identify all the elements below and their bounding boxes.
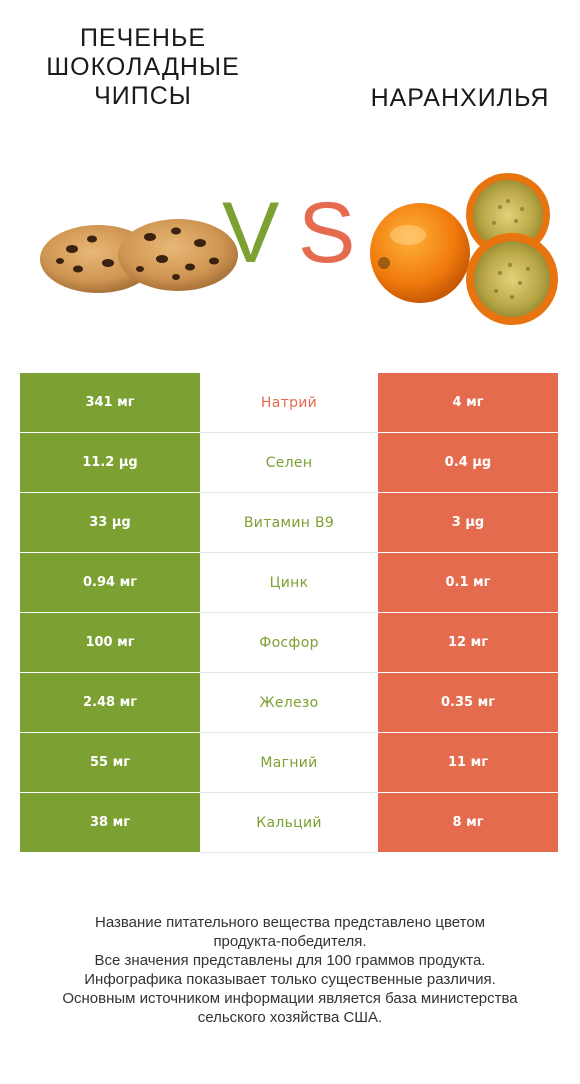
table-row: 11.2 µg Селен 0.4 µg	[20, 432, 558, 493]
nutrient-name-cell: Натрий	[200, 373, 378, 433]
cookie-image	[40, 219, 238, 293]
right-value-cell: 11 мг	[378, 732, 558, 793]
nutrient-name-cell: Кальций	[200, 792, 378, 853]
right-value-cell: 8 мг	[378, 792, 558, 853]
table-row: 55 мг Магний 11 мг	[20, 732, 558, 793]
nutrient-name-cell: Железо	[200, 672, 378, 733]
footer-line: Инфографика показывает только существенн…	[84, 971, 496, 988]
left-value-cell: 11.2 µg	[20, 432, 200, 493]
left-value-cell: 341 мг	[20, 373, 200, 433]
table-row: 341 мг Натрий 4 мг	[20, 373, 558, 433]
nutrient-name-cell: Витамин B9	[200, 492, 378, 553]
right-value-cell: 0.35 мг	[378, 672, 558, 733]
footer-line: сельского хозяйства США.	[197, 1009, 383, 1026]
right-value-cell: 0.1 мг	[378, 552, 558, 613]
right-value-cell: 4 мг	[378, 373, 558, 433]
left-value-cell: 38 мг	[20, 792, 200, 853]
nutrient-name-cell: Магний	[200, 732, 378, 793]
footer-line: Все значения представлены для 100 граммо…	[94, 952, 486, 969]
naranjilla-image	[370, 173, 558, 325]
nutrient-name-cell: Фосфор	[200, 612, 378, 673]
right-value-cell: 0.4 µg	[378, 432, 558, 493]
left-value-cell: 0.94 мг	[20, 552, 200, 613]
footer-line: Основным источником информации является …	[62, 990, 518, 1007]
vs-letter-v: V	[222, 185, 280, 281]
table-row: 33 µg Витамин B9 3 µg	[20, 492, 558, 553]
left-value-cell: 55 мг	[20, 732, 200, 793]
table-row: 2.48 мг Железо 0.35 мг	[20, 672, 558, 733]
table-row: 100 мг Фосфор 12 мг	[20, 612, 558, 673]
hero-illustration	[40, 173, 558, 325]
footer-line: Название питательного вещества представл…	[94, 914, 486, 931]
left-value-cell: 100 мг	[20, 612, 200, 673]
left-value-cell: 33 µg	[20, 492, 200, 553]
right-value-cell: 12 мг	[378, 612, 558, 673]
vs-letter-s: S	[298, 185, 356, 281]
footer-line: продукта-победителя.	[213, 933, 367, 950]
comparison-table: 341 мг Натрий 4 мг 11.2 µg Селен 0.4 µg 33 µg В…	[20, 373, 558, 853]
right-value-cell: 3 µg	[378, 492, 558, 553]
table-row: 0.94 мг Цинк 0.1 мг	[20, 552, 558, 613]
footer-notes: Название питательного вещества представл…	[10, 913, 570, 1027]
nutrient-name-cell: Селен	[200, 432, 378, 493]
left-product-title: ПЕЧЕНЬЕ ШОКОЛАДНЫЕ ЧИПСЫ	[46, 24, 240, 110]
left-value-cell: 2.48 мг	[20, 672, 200, 733]
nutrient-name-cell: Цинк	[200, 552, 378, 613]
right-product-title: НАРАНХИЛЬЯ	[370, 84, 550, 112]
table-row: 38 мг Кальций 8 мг	[20, 792, 558, 853]
